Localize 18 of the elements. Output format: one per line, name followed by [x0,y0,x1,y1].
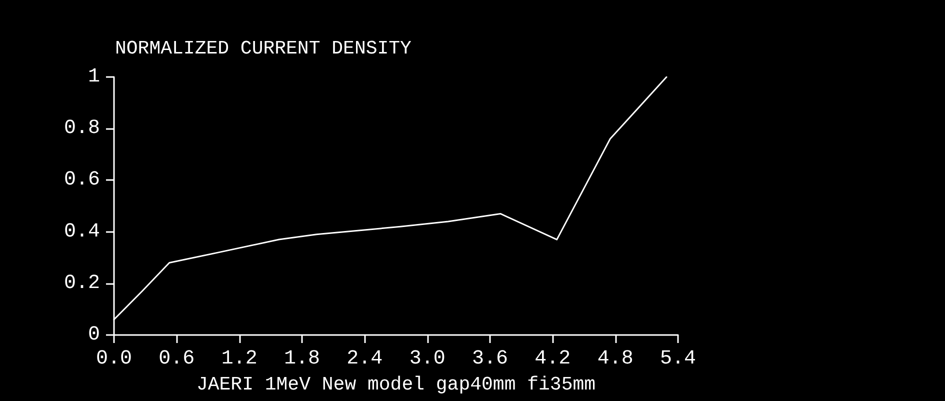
x-tick-label: 5.4 [660,348,696,370]
y-tick-label: 1 [88,66,100,88]
x-tick-label: 2.4 [346,348,383,370]
x-tick-label: 0.6 [158,348,195,370]
x-tick-label: 4.2 [534,348,571,370]
y-tick-label: 0.2 [64,272,100,295]
x-tick-label: 1.8 [284,348,320,370]
x-tick-label: 3.6 [472,348,508,370]
x-tick-label: 4.8 [597,348,634,370]
y-tick-label: 0 [88,324,100,346]
x-tick-label: 1.2 [221,348,258,370]
y-tick-label: 0.4 [64,220,100,244]
y-tick-label: 0.6 [64,168,100,192]
y-tick-label: 0.8 [64,117,100,140]
x-tick-label: 0.0 [96,348,132,370]
chart-title: NORMALIZED CURRENT DENSITY [115,38,412,60]
x-axis-title: JAERI 1MeV New model gap40mm fi35mm [196,374,596,396]
x-tick-label: 3.0 [409,348,446,370]
